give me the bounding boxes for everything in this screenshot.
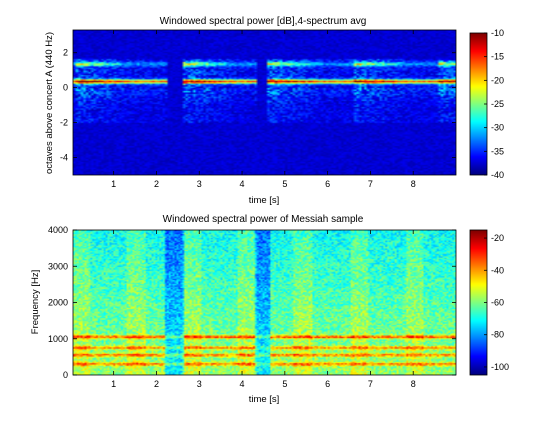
top-plot-frame [72,29,457,176]
x-tick-label: 6 [325,379,330,389]
top-y-ticks: -4 -2 0 2 [60,48,456,163]
x-tick-label: 4 [240,379,245,389]
colorbar-tick-label: -10 [491,28,504,38]
top-spectrogram [73,30,456,175]
x-tick-label: 4 [240,179,245,189]
bottom-panel: Windowed spectral power of Messiah sampl… [30,214,509,405]
colorbar-tick-label: -20 [491,233,504,243]
x-tick-label: 1 [111,379,116,389]
colorbar-tick-label: -15 [491,52,504,62]
y-tick-label: -4 [60,153,68,163]
x-tick-label: 1 [111,179,116,189]
colorbar-tick-label: -35 [491,146,504,156]
x-tick-label: 5 [282,179,287,189]
top-panel: Windowed spectral power [dB],4-spectrum … [44,16,504,206]
colorbar-tick-label: -60 [491,298,504,308]
y-tick-label: 1000 [48,334,68,344]
x-tick-label: 7 [368,179,373,189]
bottom-x-axis-label: time [s] [249,394,280,405]
y-tick-label: 3000 [48,261,68,271]
x-tick-label: 2 [154,379,159,389]
bottom-spectrogram [73,230,456,375]
x-tick-label: 2 [154,179,159,189]
top-colorbar-ticks: -10 -15 -20 -25 -30 -35 -40 [484,28,504,180]
bottom-y-axis-label: Frequency [Hz] [30,270,41,334]
colorbar-tick-label: -40 [491,265,504,275]
top-y-axis-label: octaves above concert A (440 Hz) [44,32,55,174]
colorbar-tick-label: -20 [491,75,504,85]
bottom-colorbar [470,230,487,375]
x-tick-label: 8 [411,179,416,189]
y-tick-label: 0 [63,83,68,93]
bottom-colorbar-ticks: -20 -40 -60 -80 -100 [484,233,509,372]
top-x-ticks: 1 2 3 4 5 6 7 8 [111,30,416,189]
x-tick-label: 3 [197,379,202,389]
top-chart-title: Windowed spectral power [dB],4-spectrum … [160,16,367,27]
y-tick-label: 4000 [48,225,68,235]
x-tick-label: 7 [368,379,373,389]
top-colorbar [470,33,487,175]
colorbar-tick-label: -30 [491,123,504,133]
bottom-y-ticks: 0 1000 2000 3000 4000 [48,225,456,380]
colorbar-tick-label: -100 [491,362,509,372]
x-tick-label: 6 [325,179,330,189]
y-tick-label: 2000 [48,298,68,308]
colorbar-tick-label: -80 [491,330,504,340]
x-tick-label: 5 [282,379,287,389]
x-tick-label: 8 [411,379,416,389]
bottom-chart-title: Windowed spectral power of Messiah sampl… [163,214,364,225]
bottom-x-ticks: 1 2 3 4 5 6 7 8 [111,230,416,389]
y-tick-label: 0 [63,370,68,380]
y-tick-label: 2 [63,48,68,58]
top-x-axis-label: time [s] [249,195,280,206]
colorbar-tick-label: -25 [491,99,504,109]
x-tick-label: 3 [197,179,202,189]
y-tick-label: -2 [60,118,68,128]
colorbar-tick-label: -40 [491,170,504,180]
